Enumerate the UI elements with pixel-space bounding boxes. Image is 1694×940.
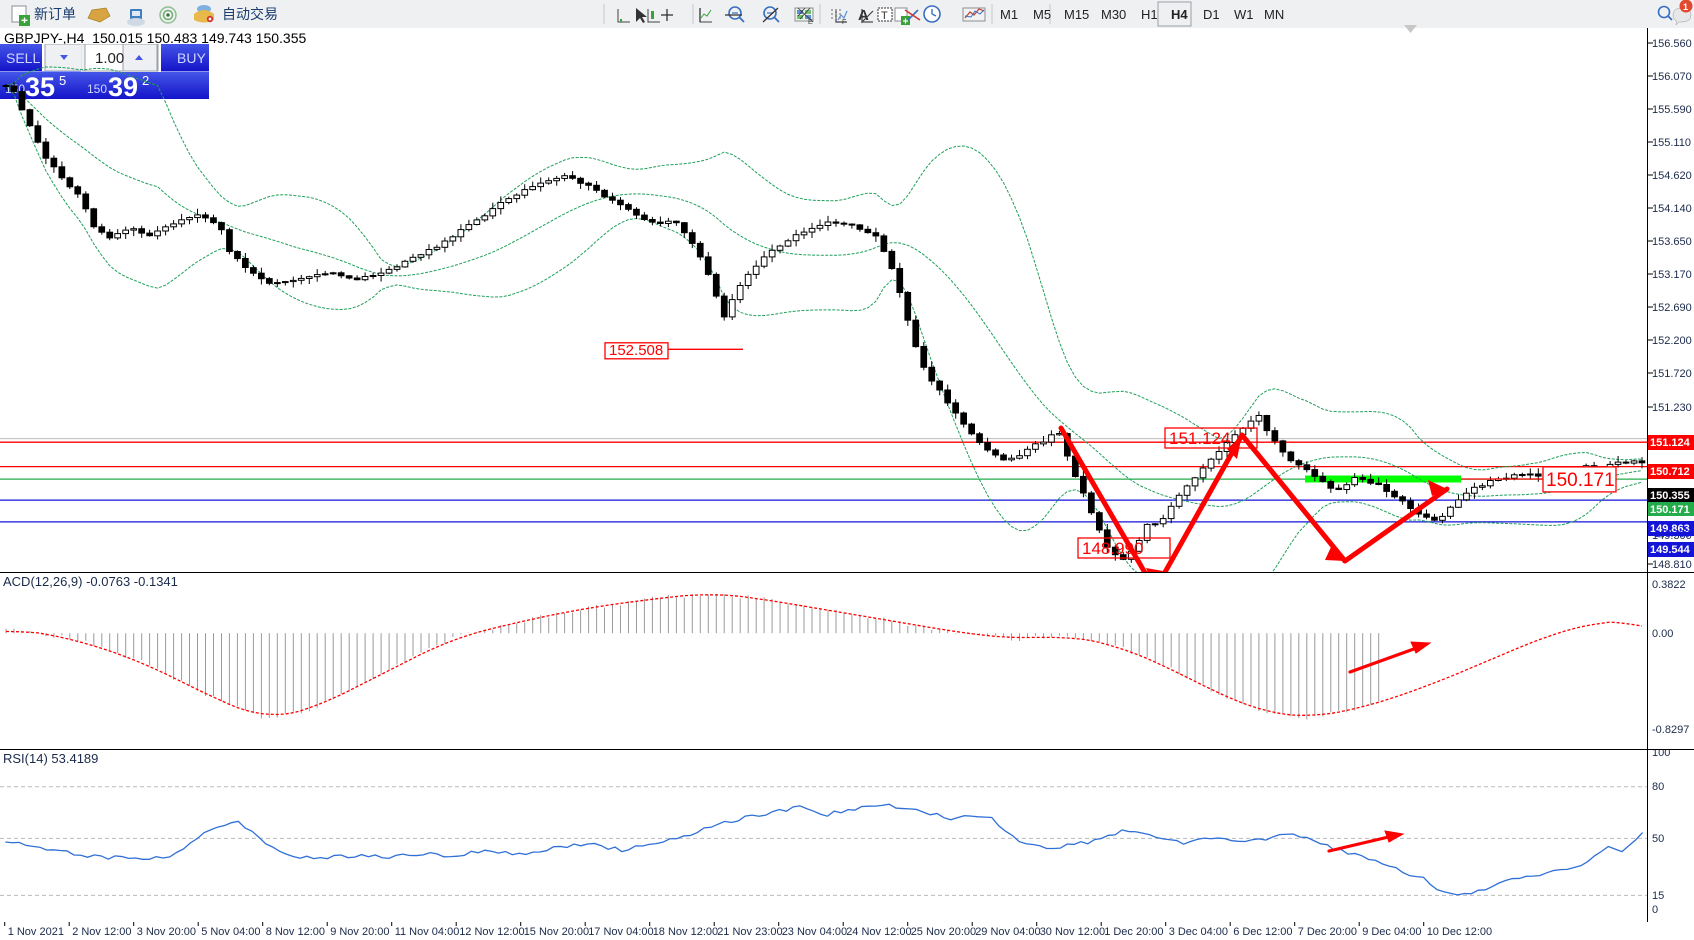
svg-text:30 Nov 12:00: 30 Nov 12:00 bbox=[1040, 926, 1105, 938]
svg-text:自动交易: 自动交易 bbox=[222, 6, 278, 22]
svg-text:150.355: 150.355 bbox=[1650, 490, 1690, 502]
svg-text:150.171: 150.171 bbox=[1650, 504, 1690, 516]
svg-text:2 Nov 12:00: 2 Nov 12:00 bbox=[72, 926, 131, 938]
svg-text:152.508: 152.508 bbox=[609, 342, 663, 359]
svg-text:152.690: 152.690 bbox=[1652, 302, 1692, 314]
svg-text:0: 0 bbox=[1652, 904, 1658, 916]
svg-text:9 Nov 20:00: 9 Nov 20:00 bbox=[330, 926, 389, 938]
svg-text:E: E bbox=[808, 19, 813, 26]
svg-text:W1: W1 bbox=[1234, 7, 1254, 22]
svg-text:10 Dec 12:00: 10 Dec 12:00 bbox=[1427, 926, 1492, 938]
svg-text:新订单: 新订单 bbox=[34, 6, 76, 22]
svg-text:1: 1 bbox=[1683, 2, 1688, 12]
svg-text:15: 15 bbox=[1652, 890, 1664, 902]
svg-text:H1: H1 bbox=[1141, 7, 1158, 22]
svg-text:MN: MN bbox=[1264, 7, 1284, 22]
svg-text:21 Nov 23:00: 21 Nov 23:00 bbox=[717, 926, 782, 938]
svg-text:3 Dec 04:00: 3 Dec 04:00 bbox=[1169, 926, 1228, 938]
svg-text:151.124: 151.124 bbox=[1169, 429, 1230, 448]
svg-text:149.780: 149.780 bbox=[1654, 529, 1691, 540]
svg-text:3 Nov 20:00: 3 Nov 20:00 bbox=[137, 926, 196, 938]
svg-text:151.230: 151.230 bbox=[1652, 402, 1692, 414]
svg-text:153.170: 153.170 bbox=[1652, 269, 1692, 281]
svg-text:148.810: 148.810 bbox=[1652, 559, 1692, 571]
svg-text:1 Nov 2021: 1 Nov 2021 bbox=[8, 926, 64, 938]
svg-text:152.200: 152.200 bbox=[1652, 335, 1692, 347]
svg-text:M15: M15 bbox=[1064, 7, 1089, 22]
svg-text:154.140: 154.140 bbox=[1652, 203, 1692, 215]
svg-text:8 Nov 12:00: 8 Nov 12:00 bbox=[266, 926, 325, 938]
svg-text:151.720: 151.720 bbox=[1652, 368, 1692, 380]
svg-text:12 Nov 12:00: 12 Nov 12:00 bbox=[459, 926, 524, 938]
svg-text:H4: H4 bbox=[1171, 7, 1188, 22]
svg-text:9 Dec 04:00: 9 Dec 04:00 bbox=[1362, 926, 1421, 938]
svg-text:17 Nov 04:00: 17 Nov 04:00 bbox=[588, 926, 653, 938]
svg-text:D1: D1 bbox=[1203, 7, 1220, 22]
svg-text:149.544: 149.544 bbox=[1650, 544, 1691, 556]
svg-text:-0.8297: -0.8297 bbox=[1652, 724, 1689, 736]
svg-text:M1: M1 bbox=[1000, 7, 1018, 22]
svg-text:148.990: 148.990 bbox=[1082, 539, 1143, 558]
svg-text:6 Dec 12:00: 6 Dec 12:00 bbox=[1233, 926, 1292, 938]
svg-text:80: 80 bbox=[1652, 781, 1664, 793]
svg-text:F: F bbox=[842, 19, 846, 26]
svg-text:154.620: 154.620 bbox=[1652, 170, 1692, 182]
svg-text:7 Dec 20:00: 7 Dec 20:00 bbox=[1298, 926, 1357, 938]
svg-text:5 Nov 04:00: 5 Nov 04:00 bbox=[201, 926, 260, 938]
svg-text:151.124: 151.124 bbox=[1650, 437, 1691, 449]
svg-text:155.110: 155.110 bbox=[1652, 137, 1691, 149]
svg-text:150.171: 150.171 bbox=[1546, 470, 1615, 491]
svg-text:0.3822: 0.3822 bbox=[1652, 579, 1686, 591]
svg-text:29 Nov 04:00: 29 Nov 04:00 bbox=[975, 926, 1040, 938]
svg-text:1 Dec 20:00: 1 Dec 20:00 bbox=[1104, 926, 1163, 938]
svg-text:156.070: 156.070 bbox=[1652, 71, 1692, 83]
svg-text:11 Nov 04:00: 11 Nov 04:00 bbox=[395, 926, 460, 938]
svg-text:155.590: 155.590 bbox=[1652, 104, 1692, 116]
svg-text:A: A bbox=[858, 7, 869, 24]
svg-text:150.712: 150.712 bbox=[1650, 466, 1690, 478]
svg-text:T: T bbox=[881, 10, 888, 22]
svg-text:0.00: 0.00 bbox=[1652, 628, 1673, 640]
svg-text:24 Nov 12:00: 24 Nov 12:00 bbox=[846, 926, 911, 938]
svg-text:100: 100 bbox=[1652, 749, 1670, 759]
svg-text:M5: M5 bbox=[1033, 7, 1051, 22]
svg-text:15 Nov 20:00: 15 Nov 20:00 bbox=[524, 926, 589, 938]
svg-text:50: 50 bbox=[1652, 833, 1664, 845]
svg-text:25 Nov 20:00: 25 Nov 20:00 bbox=[911, 926, 976, 938]
svg-text:M30: M30 bbox=[1101, 7, 1126, 22]
svg-text:153.650: 153.650 bbox=[1652, 236, 1692, 248]
svg-text:23 Nov 04:00: 23 Nov 04:00 bbox=[782, 926, 847, 938]
svg-text:156.560: 156.560 bbox=[1652, 38, 1692, 50]
svg-text:18 Nov 12:00: 18 Nov 12:00 bbox=[653, 926, 718, 938]
